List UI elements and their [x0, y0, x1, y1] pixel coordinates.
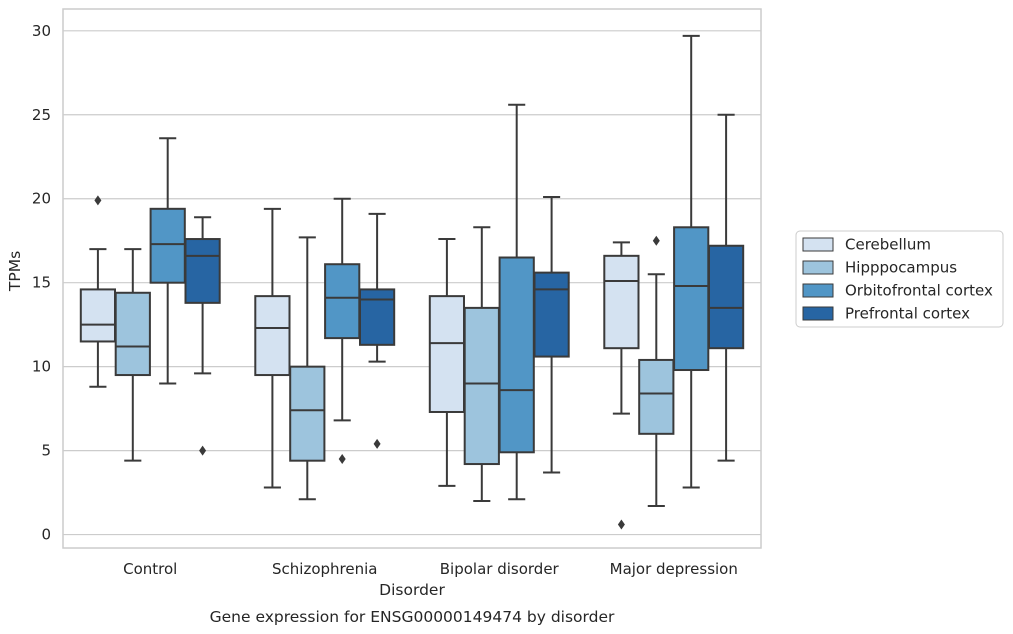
box-cerebellum — [428, 238, 466, 487]
chart-caption: Gene expression for ENSG00000149474 by d… — [210, 608, 615, 626]
legend-label: Hipppocampus — [845, 259, 957, 277]
box-hipppocampus — [114, 248, 151, 462]
y-tick-label: 30 — [32, 22, 51, 40]
legend-swatch — [802, 237, 834, 252]
box-iqr — [673, 226, 710, 372]
y-tick-label: 10 — [32, 358, 51, 376]
x-tick-label: Bipolar disorder — [440, 560, 560, 578]
x-tick-labels: Control Schizophrenia Bipolar disorder Majo… — [123, 560, 738, 578]
box-prefrontal-cortex — [184, 216, 221, 456]
outlier-point — [338, 454, 346, 465]
box-orbitofrontal-cortex — [149, 137, 186, 385]
y-tick-labels: 0 5 10 15 20 25 30 — [32, 22, 51, 544]
box-iqr — [358, 288, 396, 346]
legend-label: Orbitofrontal cortex — [845, 282, 993, 300]
plot-frame — [62, 8, 762, 549]
box-cerebellum — [79, 195, 117, 388]
outlier-point — [94, 195, 102, 206]
box-prefrontal-cortex — [707, 113, 745, 462]
box-cerebellum — [254, 207, 291, 489]
box-iqr — [184, 238, 221, 304]
outlier-point — [199, 445, 207, 456]
box-iqr — [114, 291, 151, 377]
outlier-point — [373, 438, 381, 449]
y-tick-label: 25 — [32, 106, 51, 124]
box-hipppocampus — [463, 226, 500, 502]
x-tick-label: Major depression — [610, 560, 738, 578]
outlier-point — [617, 519, 625, 530]
x-axis-label: Disorder — [379, 581, 445, 599]
box-iqr — [603, 254, 640, 350]
box-orbitofrontal-cortex — [324, 197, 361, 465]
x-tick-label: Schizophrenia — [272, 560, 377, 578]
box-prefrontal-cortex — [358, 212, 396, 449]
box-iqr — [638, 358, 675, 435]
legend: Cerebellum Hipppocampus Orbitofrontal cort… — [795, 230, 1004, 328]
legend-swatch — [802, 283, 834, 298]
legend-swatch — [802, 260, 834, 275]
box-iqr — [324, 263, 361, 340]
box-orbitofrontal-cortex — [673, 34, 710, 489]
box-iqr — [463, 306, 500, 466]
legend-frame — [795, 230, 1004, 328]
box-hipppocampus — [638, 235, 675, 508]
y-tick-label: 15 — [32, 274, 51, 292]
boxes — [79, 34, 745, 530]
box-iqr — [498, 256, 535, 454]
box-iqr — [533, 271, 570, 358]
box-iqr — [79, 288, 117, 343]
box-hipppocampus — [289, 236, 326, 501]
y-tick-label: 20 — [32, 190, 51, 208]
y-tick-label: 5 — [41, 442, 51, 460]
box-iqr — [428, 295, 466, 413]
box-iqr — [289, 365, 326, 462]
box-iqr — [254, 295, 291, 377]
box-cerebellum — [603, 241, 640, 530]
box-orbitofrontal-cortex — [498, 103, 535, 501]
box-prefrontal-cortex — [533, 196, 570, 474]
y-axis-label: TPMs — [6, 251, 24, 292]
x-tick-label: Control — [123, 560, 177, 578]
outlier-point — [652, 235, 660, 246]
legend-label: Cerebellum — [845, 236, 931, 254]
legend-swatch — [802, 306, 834, 321]
box-iqr — [149, 207, 186, 284]
y-tick-label: 0 — [41, 526, 51, 544]
box-iqr — [707, 244, 745, 350]
legend-label: Prefrontal cortex — [845, 305, 970, 323]
